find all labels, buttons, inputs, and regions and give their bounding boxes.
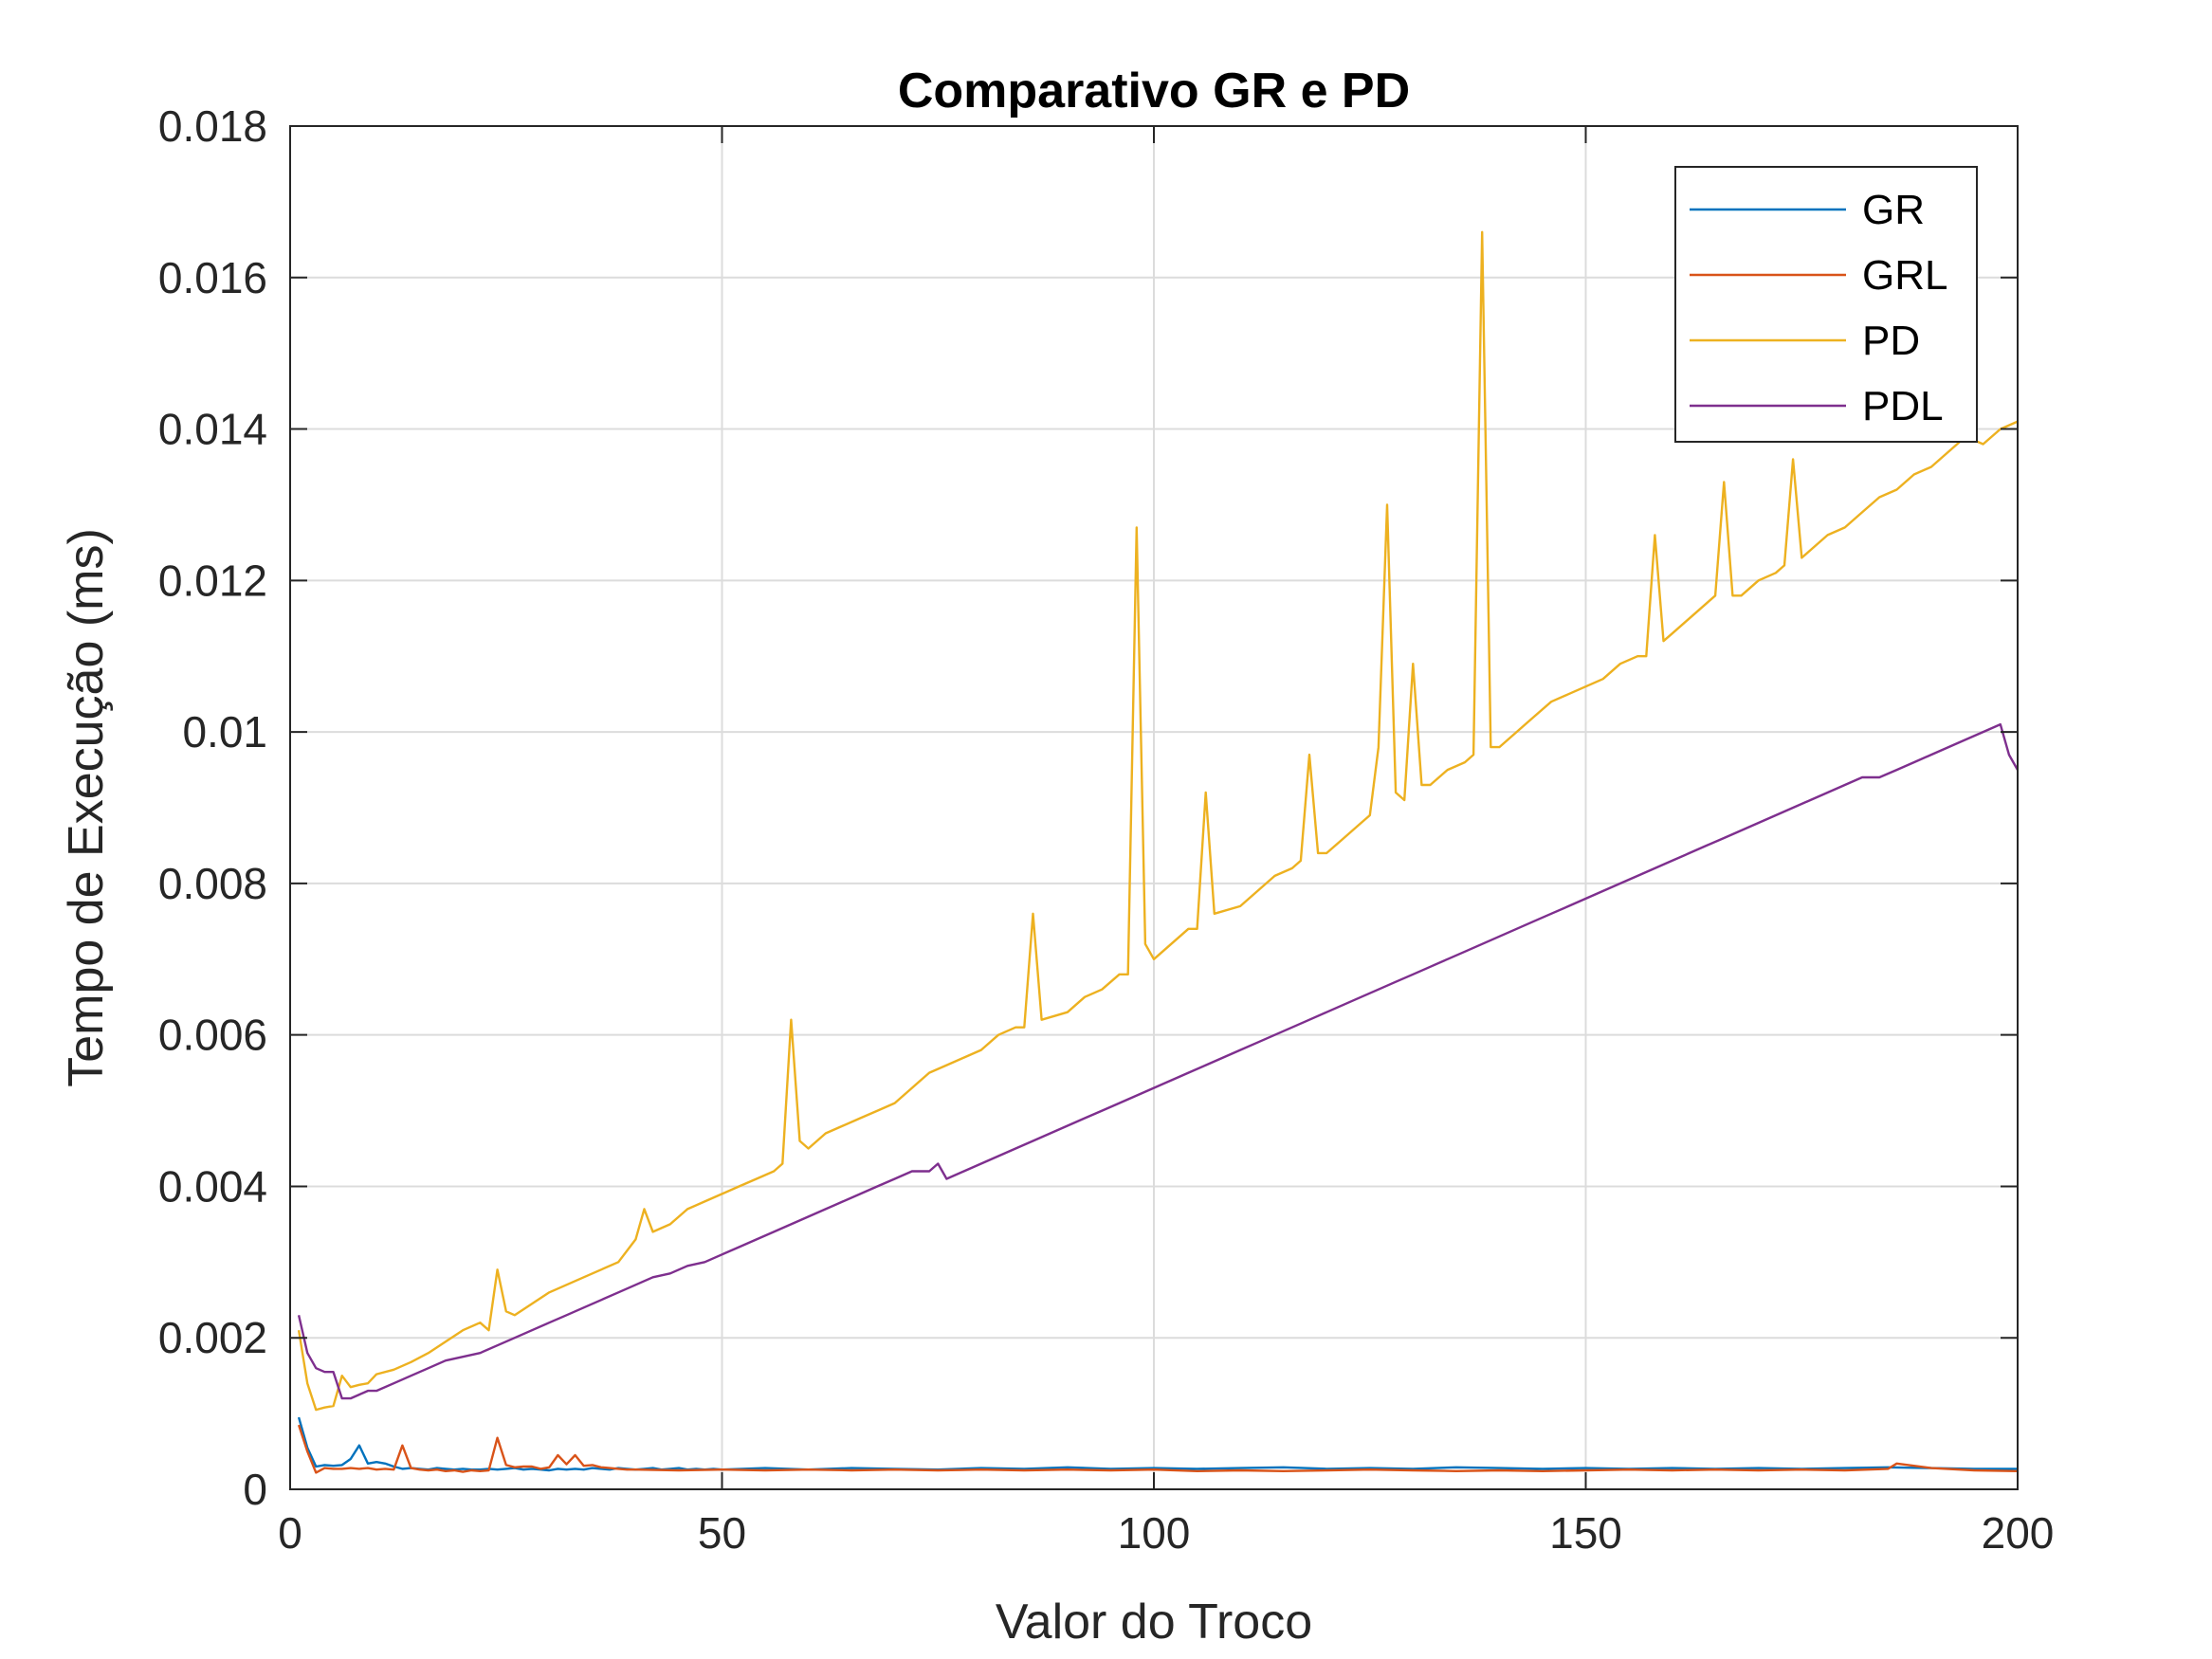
series-line-pdl xyxy=(297,722,2020,1400)
legend: GR GRL PD PDL xyxy=(1674,166,1978,443)
x-tick-label: 200 xyxy=(1982,1508,2055,1558)
y-tick-label: 0.018 xyxy=(158,101,267,151)
y-tick-label: 0.004 xyxy=(158,1161,267,1211)
y-tick-label: 0.008 xyxy=(158,859,267,908)
legend-label-pdl: PDL xyxy=(1862,383,1944,429)
x-tick-label: 150 xyxy=(1549,1508,1622,1558)
series-group xyxy=(297,230,2020,1474)
y-tick-label: 0.014 xyxy=(158,405,267,454)
y-tick-label: 0 xyxy=(243,1465,267,1514)
chart-title: Comparativo GR e PD xyxy=(898,64,1410,118)
series-line-grl xyxy=(297,1424,2019,1474)
y-tick-label: 0.012 xyxy=(158,556,267,605)
legend-label-pd: PD xyxy=(1862,318,1920,364)
y-axis-title: Tempo de Execução (ms) xyxy=(59,528,114,1087)
x-axis-title: Valor do Troco xyxy=(996,1595,1312,1650)
series-line-pd xyxy=(297,230,2019,1412)
legend-box xyxy=(1674,166,1978,443)
y-tick-label: 0.01 xyxy=(182,707,267,757)
x-tick-label: 100 xyxy=(1118,1508,1191,1558)
ticks: 0 50 100 150 200 0 0.002 0.004 0.006 0.008 0.01 0.0… xyxy=(158,101,2055,1558)
x-tick-label: 0 xyxy=(278,1508,302,1558)
legend-label-gr: GR xyxy=(1862,187,1925,233)
y-tick-label: 0.002 xyxy=(158,1313,267,1362)
x-tick-label: 50 xyxy=(698,1508,746,1558)
y-tick-label: 0.006 xyxy=(158,1011,267,1060)
y-tick-label: 0.016 xyxy=(158,253,267,302)
legend-label-grl: GRL xyxy=(1862,252,1947,299)
